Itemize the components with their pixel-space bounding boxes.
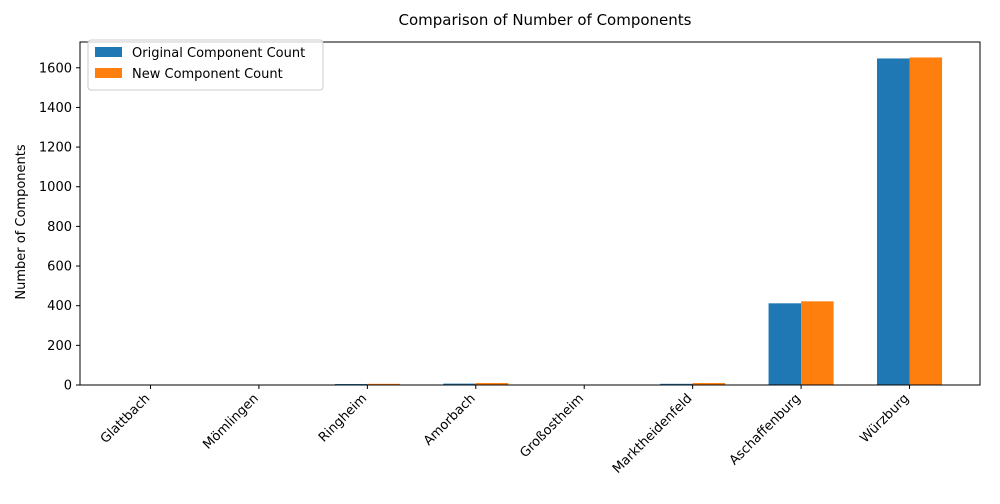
x-tick-label: Ringheim bbox=[316, 391, 370, 445]
legend-swatch-1 bbox=[95, 68, 122, 78]
chart-title: Comparison of Number of Components bbox=[399, 11, 692, 29]
y-tick-label: 0 bbox=[64, 379, 72, 394]
y-tick-label: 600 bbox=[47, 260, 72, 275]
y-tick-label: 1600 bbox=[39, 61, 72, 76]
bar-original-7 bbox=[877, 58, 910, 385]
y-tick-label: 1000 bbox=[39, 180, 72, 195]
x-tick-label: Glattbach bbox=[98, 391, 153, 446]
legend-label-0: Original Component Count bbox=[132, 46, 305, 61]
y-tick-label: 200 bbox=[47, 339, 72, 354]
x-tick-label: Amorbach bbox=[421, 391, 479, 449]
bars-group bbox=[118, 57, 942, 385]
y-tick-label: 800 bbox=[47, 220, 72, 235]
x-tick-label: Aschaffenburg bbox=[727, 391, 804, 468]
y-axis: 0 200 400 600 800 1000 1200 1400 1600 bbox=[39, 61, 80, 393]
bar-new-7 bbox=[910, 57, 943, 385]
x-tick-label: Marktheidenfeld bbox=[610, 391, 696, 477]
y-tick-label: 1200 bbox=[39, 141, 72, 156]
bar-original-6 bbox=[769, 303, 802, 385]
y-tick-label: 400 bbox=[47, 299, 72, 314]
x-axis: Glattbach Mömlingen Ringheim Amorbach Großos… bbox=[98, 385, 913, 477]
x-tick-label: Großostheim bbox=[517, 391, 587, 461]
legend-swatch-0 bbox=[95, 47, 122, 57]
x-tick-label: Würzburg bbox=[857, 391, 912, 446]
legend: Original Component Count New Component Co… bbox=[88, 40, 323, 90]
x-tick-label: Mömlingen bbox=[200, 391, 261, 452]
bar-new-6 bbox=[801, 301, 834, 385]
y-tick-label: 1400 bbox=[39, 101, 72, 116]
plot-frame bbox=[80, 42, 980, 385]
y-axis-label: Number of Components bbox=[14, 144, 29, 299]
legend-label-1: New Component Count bbox=[132, 67, 283, 82]
